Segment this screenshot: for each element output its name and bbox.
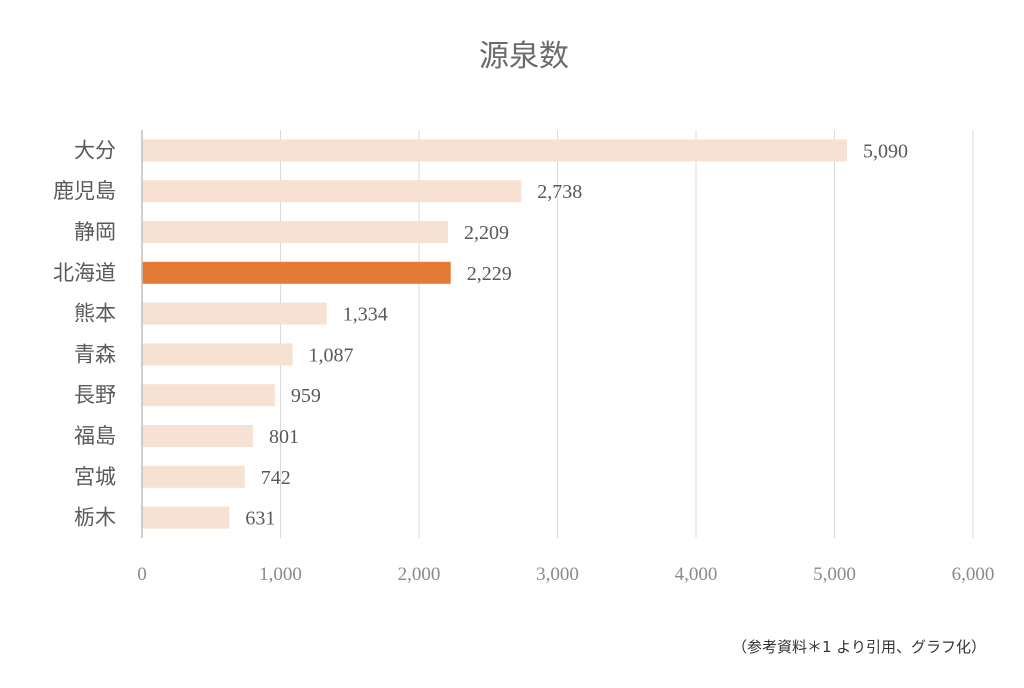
category-label: 北海道 [53, 261, 116, 285]
category-label: 熊本 [74, 302, 116, 326]
bar [142, 221, 448, 243]
x-tick-label: 5,000 [813, 564, 856, 585]
source-note: （参考資料＊1 より引用、グラフ化） [731, 638, 986, 656]
value-label: 1,334 [343, 304, 388, 326]
x-tick-label: 0 [137, 564, 147, 585]
bar [142, 343, 293, 366]
category-label: 長野 [74, 383, 116, 407]
value-label: 801 [269, 426, 299, 448]
chart-title: 源泉数 [479, 39, 569, 74]
x-tick-label: 6,000 [952, 564, 995, 585]
x-tick-label: 1,000 [259, 564, 302, 585]
category-label: 静岡 [74, 220, 116, 244]
bar [142, 302, 327, 325]
category-label: 大分 [74, 138, 116, 162]
category-label: 宮城 [74, 465, 116, 489]
bar [142, 180, 522, 203]
value-label: 2,209 [464, 222, 509, 244]
value-label: 742 [261, 467, 291, 489]
value-label: 2,738 [537, 181, 582, 203]
value-label: 631 [245, 508, 275, 530]
label-layer: 0 1,000 2,000 3,000 4,000 5,000 6,000 大分 5,090 鹿児… [53, 138, 994, 585]
value-label: 5,090 [863, 140, 908, 162]
x-tick-label: 3,000 [536, 564, 579, 585]
bar-layer [142, 139, 847, 529]
bar-highlight [142, 261, 451, 284]
x-tick-label: 2,000 [398, 564, 441, 585]
bar [142, 384, 275, 407]
category-label: 鹿児島 [53, 179, 116, 203]
bar [142, 506, 230, 529]
category-label: 栃木 [74, 506, 116, 530]
bar [142, 139, 847, 162]
bar [142, 465, 245, 488]
value-label: 959 [291, 385, 321, 407]
x-tick-label: 4,000 [675, 564, 718, 585]
value-label: 2,229 [467, 263, 512, 285]
category-label: 福島 [74, 424, 116, 448]
value-label: 1,087 [309, 344, 354, 366]
category-label: 青森 [74, 342, 116, 366]
bar [142, 425, 253, 447]
